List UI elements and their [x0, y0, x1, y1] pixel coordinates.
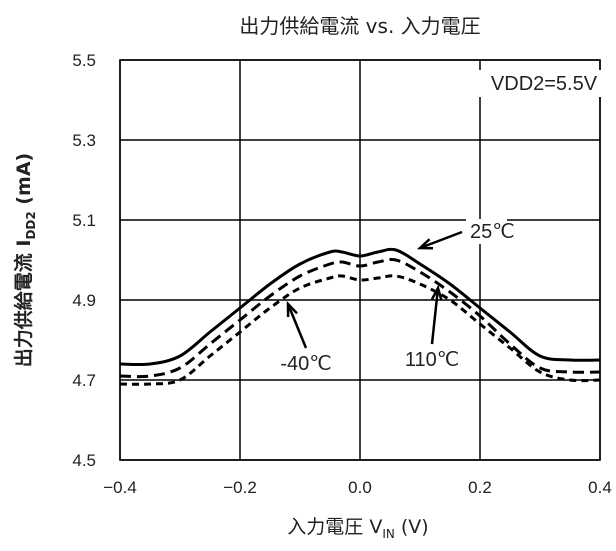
y-axis-label-subscript: DD2 — [24, 211, 38, 239]
annotation-labels: 25℃ -40℃ 110℃ — [280, 219, 515, 376]
x-tick-label-3: 0.2 — [468, 478, 492, 497]
x-tick-label-1: −0.2 — [223, 478, 257, 497]
annotation-arrow-0 — [419, 230, 463, 250]
y-tick-label-1: 4.7 — [72, 371, 96, 390]
plot-frame — [119, 59, 601, 461]
annotation-label-bg-2 — [406, 347, 458, 372]
series-line-2 — [119, 274, 601, 386]
x-tick-label-0: −0.4 — [103, 478, 137, 497]
annotation-label-bg-1 — [280, 351, 332, 376]
x-tick-label-4: 0.4 — [588, 478, 612, 497]
annotation-arrow-1 — [286, 303, 308, 349]
series-line-0 — [119, 247, 601, 367]
x-axis-label-main: 入力電圧 V — [287, 516, 382, 538]
x-axis-label: 入力電圧 VIN (V) — [287, 516, 428, 541]
y-tick-labels: 4.5 4.7 4.9 5.1 5.3 5.5 — [72, 51, 96, 470]
annotation-arrow-2 — [430, 287, 440, 345]
annotation-arrowhead-2 — [430, 284, 443, 301]
y-tick-label-2: 4.9 — [72, 291, 96, 310]
y-tick-label-3: 5.1 — [72, 211, 96, 230]
y-tick-label-4: 5.3 — [72, 131, 96, 150]
annotation-arrows — [286, 230, 463, 349]
annotation-arrowhead-0 — [416, 238, 434, 250]
y-tick-label-5: 5.5 — [72, 51, 96, 70]
x-tick-labels: −0.4 −0.2 0.0 0.2 0.4 — [103, 478, 612, 497]
y-axis-label-unit: (mA) — [13, 153, 35, 211]
y-axis-label-main: 出力供給電流 I — [12, 240, 35, 368]
grid — [119, 59, 601, 461]
x-tick-label-2: 0.0 — [348, 478, 372, 497]
chart-title: 出力供給電流 vs. 入力電圧 — [239, 14, 480, 38]
annotation-label-1: -40℃ — [280, 353, 331, 375]
condition-label: VDD2=5.5V — [491, 73, 598, 95]
y-tick-label-0: 4.5 — [72, 451, 96, 470]
condition-label-box: VDD2=5.5V — [466, 70, 616, 97]
x-axis-label-unit: (V) — [395, 516, 429, 538]
series-line-1 — [119, 257, 601, 379]
annotation-label-2: 110℃ — [405, 349, 459, 371]
x-axis-label-subscript: IN — [382, 527, 395, 541]
y-axis-label: 出力供給電流 IDD2 (mA) — [12, 153, 38, 367]
annotation-label-0: 25℃ — [470, 221, 515, 243]
annotation-arrowhead-1 — [286, 300, 298, 318]
annotation-label-bg-0 — [466, 219, 507, 244]
series-lines — [119, 247, 601, 386]
